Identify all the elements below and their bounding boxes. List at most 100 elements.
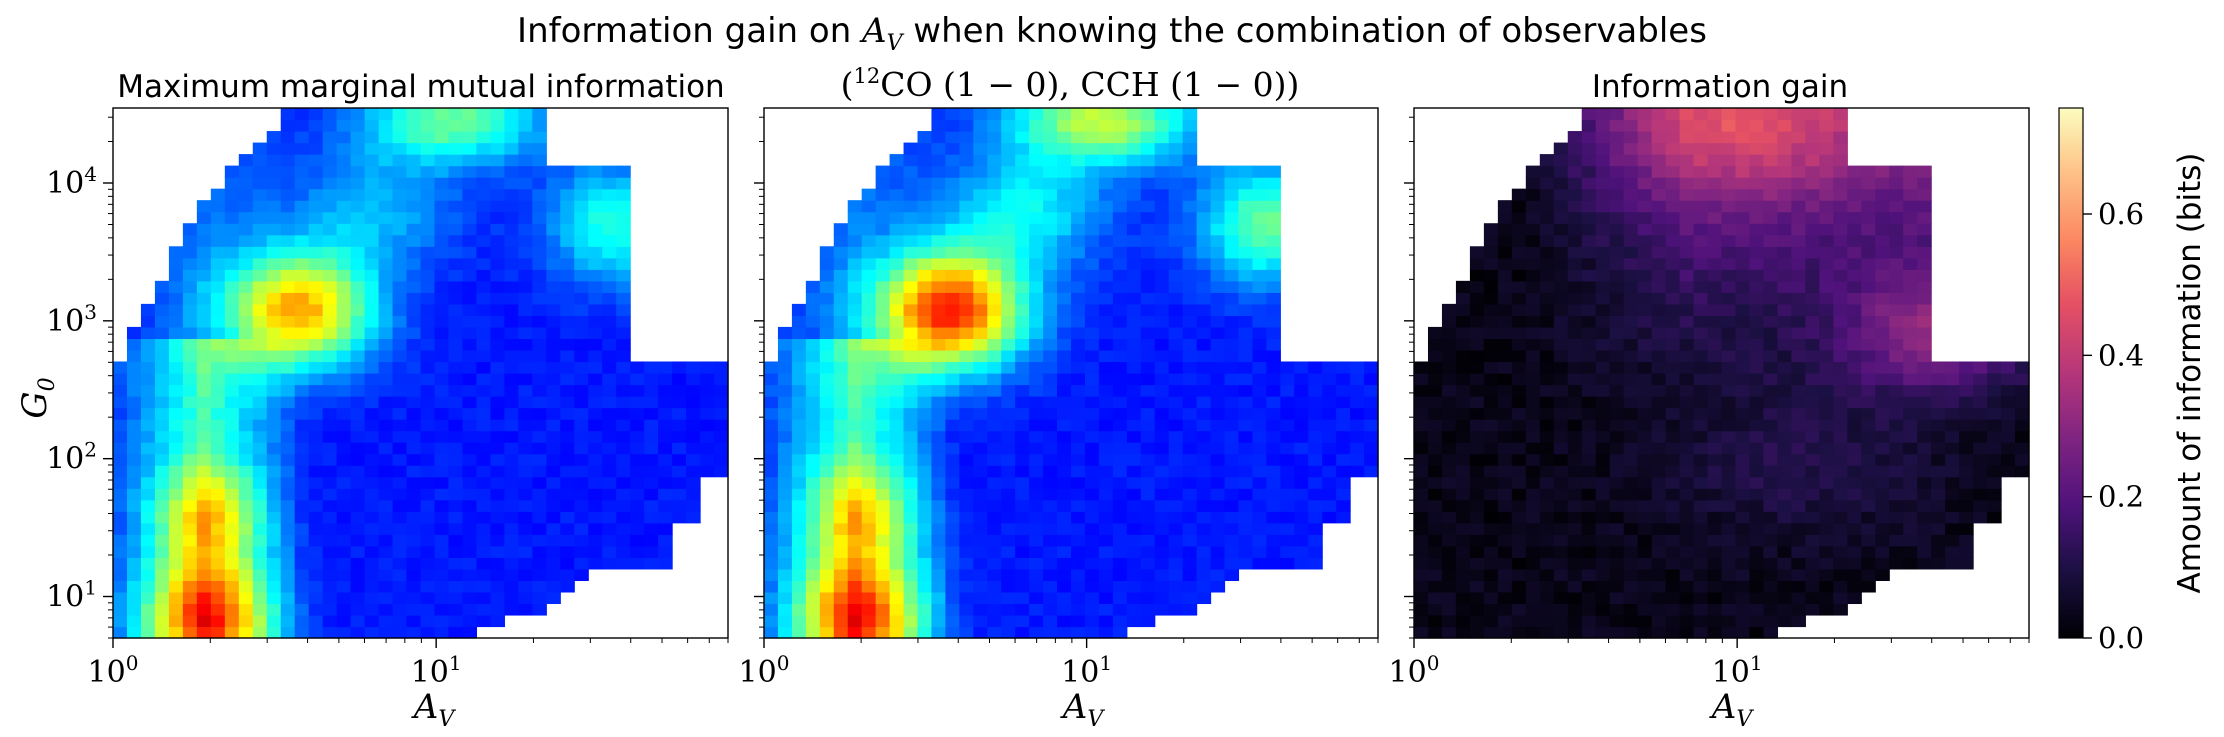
heatmap-cell [1595,453,1611,466]
heatmap-cell [1029,349,1044,363]
heatmap-cell [1567,522,1583,535]
heatmap-cell [266,603,282,616]
heatmap-cell [322,419,338,432]
heatmap-cell [1735,476,1751,489]
heatmap-cell [1553,557,1569,570]
heatmap-cell [350,211,366,224]
panel-2-title: (12CO (1 − 0), CCH (1 − 0)) [841,64,1300,104]
heatmap-cell [903,349,919,363]
heatmap-cell [833,326,849,340]
heatmap-cell [791,396,807,409]
heatmap-cell [1917,557,1932,570]
heatmap-cell [1623,119,1639,132]
heatmap-cell [889,280,905,293]
heatmap-cell [1001,292,1016,305]
heatmap-cell [1001,165,1016,178]
heatmap-cell [113,384,128,397]
heatmap-cell [126,603,142,616]
heatmap-cell [1651,614,1667,628]
heatmap-cell [294,511,310,524]
heatmap-cell [280,534,296,547]
heatmap-cell [875,200,891,213]
heatmap-cell [1001,223,1016,236]
heatmap-cell [1609,476,1625,489]
heatmap-cell [1414,419,1429,432]
heatmap-cell [392,522,408,535]
heatmap-cell [1651,373,1667,386]
heatmap-cell [113,373,128,386]
heatmap-cell [889,200,905,213]
heatmap-cell [532,488,547,501]
heatmap-cell [1469,534,1485,547]
heatmap-cell [392,234,408,247]
heatmap-cell [378,568,394,581]
heatmap-cell [378,119,394,132]
heatmap-cell [1182,603,1198,616]
heatmap-cell [1168,453,1184,466]
heatmap-cell [350,407,366,420]
heatmap-cell [1763,465,1779,478]
heatmap-cell [224,246,240,259]
heatmap-cell [113,476,128,489]
heatmap-cell [168,499,184,512]
heatmap-cell [616,234,631,247]
heatmap-cell [476,453,491,466]
heatmap-cell [532,534,547,547]
heatmap-cell [1364,361,1379,374]
heatmap-cell [1847,534,1862,547]
heatmap-cell [280,200,296,213]
heatmap-cell [1001,545,1016,558]
heatmap-cell [1126,476,1142,489]
heatmap-cell [1084,165,1100,178]
heatmap-cell [532,119,547,132]
heatmap-cell [546,568,561,581]
heatmap-cell [861,269,877,282]
heatmap-cell [1889,361,1904,374]
heatmap-cell [1861,488,1876,501]
heatmap-cell [1182,396,1198,409]
heatmap-cell [987,349,1002,363]
heatmap-cell [154,407,170,420]
heatmap-cell [1875,303,1890,316]
heatmap-cell [574,188,589,201]
heatmap-cell [1651,534,1667,547]
heatmap-cell [1581,211,1597,224]
heatmap-cell [1455,476,1471,489]
heatmap-cell [476,522,491,535]
heatmap-cell [1903,177,1918,190]
heatmap-cell [1539,200,1555,213]
heatmap-cell [1015,591,1030,605]
heatmap-cell [266,545,282,558]
heatmap-cell [973,419,988,432]
heatmap-cell [973,373,988,386]
heatmap-cell [630,476,645,489]
heatmap-cell [1071,626,1086,639]
heatmap-cell [931,522,946,535]
heatmap-cell [1455,534,1471,547]
heatmap-cell [574,545,589,558]
heatmap-cell [350,338,366,351]
heatmap-cell [973,223,988,236]
heatmap-cell [1057,511,1072,524]
heatmap-cell [336,442,352,455]
heatmap-cell [1763,361,1779,374]
heatmap-cell [406,131,422,144]
heatmap-cell [1511,269,1527,282]
heatmap-cell [1238,465,1253,478]
heatmap-cell [560,326,575,340]
heatmap-cell [847,476,863,489]
heatmap-cell [420,465,436,478]
heatmap-cell [1567,396,1583,409]
heatmap-cell [392,361,408,374]
heatmap-cell [434,442,450,455]
heatmap-cell [945,545,960,558]
heatmap-cell [420,568,436,581]
heatmap-cell [434,361,450,374]
heatmap-cell [476,200,491,213]
heatmap-cell [196,246,212,259]
heatmap-cell [378,626,394,639]
heatmap-cell [1252,442,1267,455]
heatmap-cell [875,419,891,432]
heatmap-cell [1889,396,1904,409]
heatmap-cell [875,177,891,190]
